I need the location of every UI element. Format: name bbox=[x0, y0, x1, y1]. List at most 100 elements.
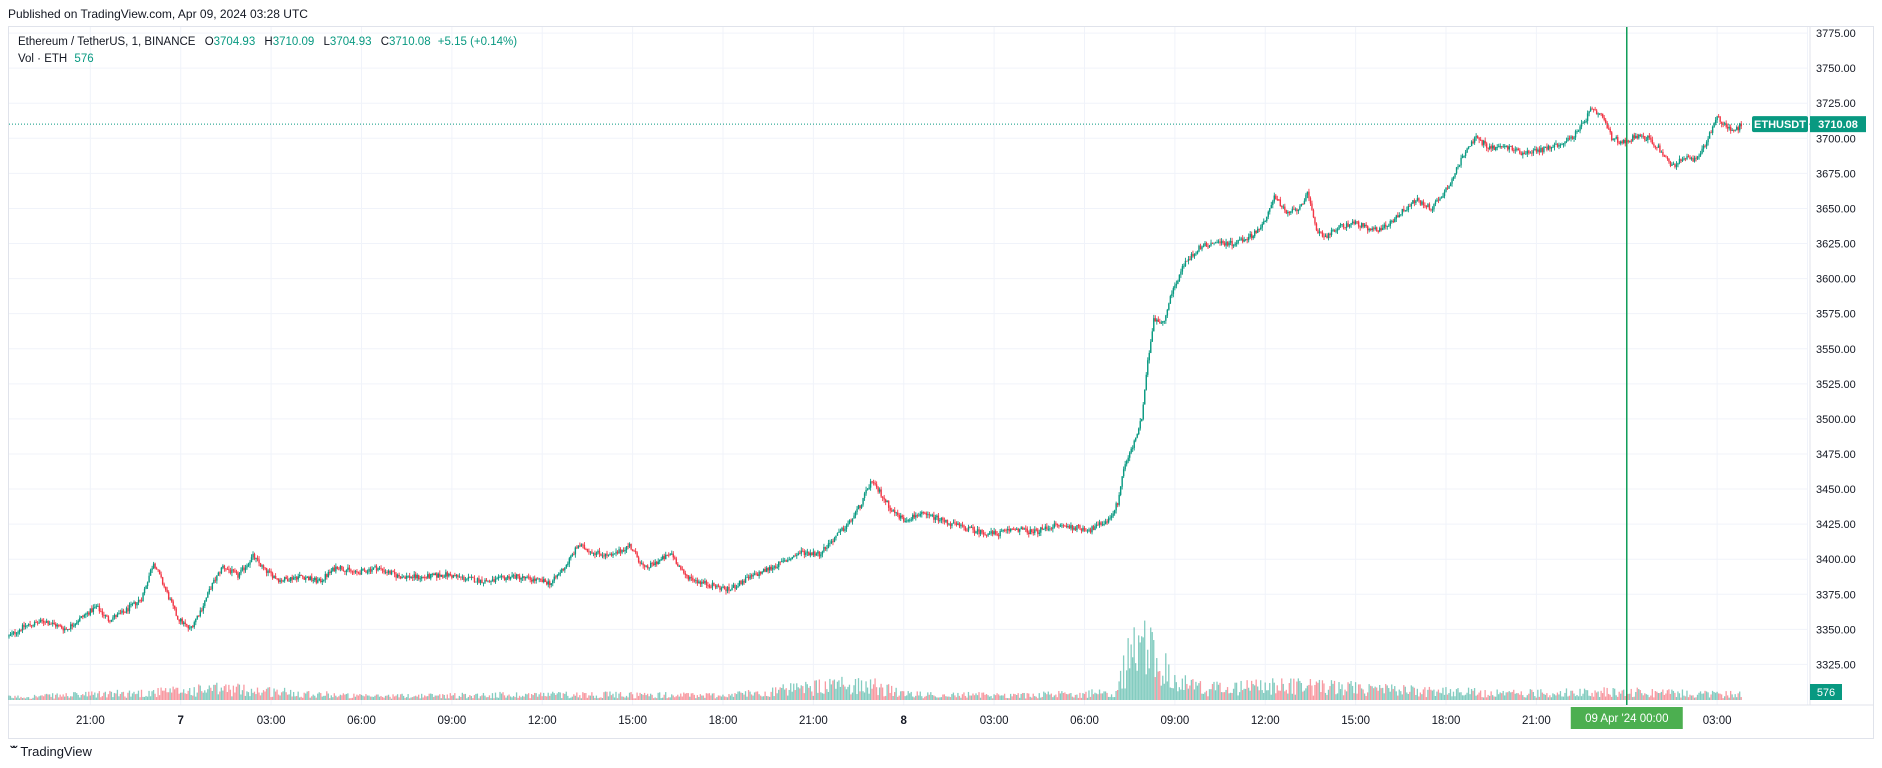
volume-bar bbox=[326, 691, 328, 700]
volume-bar bbox=[285, 692, 287, 700]
candle-body bbox=[225, 568, 227, 570]
candle-body bbox=[1576, 131, 1578, 132]
volume-bar bbox=[104, 691, 107, 700]
volume-bar bbox=[246, 691, 248, 700]
candle-body bbox=[863, 493, 866, 498]
volume-bar bbox=[279, 695, 281, 700]
candle-body bbox=[1701, 148, 1703, 154]
symbol-name[interactable]: Ethereum / TetherUS, 1, BINANCE bbox=[18, 36, 196, 48]
volume-bar bbox=[195, 696, 197, 700]
candle-body bbox=[1594, 109, 1596, 111]
volume-bar bbox=[793, 683, 795, 700]
candle-body bbox=[95, 606, 98, 608]
candle-body bbox=[1144, 389, 1146, 405]
candle-body bbox=[701, 581, 703, 585]
volume-bar bbox=[91, 691, 93, 700]
candle-body bbox=[136, 602, 138, 606]
candle-body bbox=[1377, 231, 1379, 232]
candle-body bbox=[431, 573, 433, 575]
candle-body bbox=[315, 577, 317, 583]
candle-body bbox=[195, 618, 197, 623]
candle-body bbox=[1041, 527, 1044, 530]
candle-body bbox=[503, 577, 506, 581]
volume-bar bbox=[1419, 692, 1422, 700]
candle-body bbox=[1028, 532, 1030, 535]
candle-body bbox=[1371, 228, 1373, 230]
volume-bar bbox=[1627, 693, 1629, 700]
volume-bar bbox=[1106, 692, 1108, 700]
volume-bar bbox=[196, 692, 198, 700]
candle-body bbox=[646, 565, 649, 568]
volume-bar bbox=[1466, 692, 1468, 700]
volume-bar bbox=[1380, 688, 1382, 700]
volume-bar bbox=[264, 691, 266, 700]
volume-bar bbox=[547, 692, 549, 700]
volume-bar bbox=[29, 698, 31, 700]
volume-bar bbox=[1467, 687, 1470, 700]
volume-bar bbox=[988, 696, 991, 700]
volume-bar bbox=[107, 694, 110, 700]
candle-body bbox=[1281, 205, 1283, 208]
candle-body bbox=[198, 615, 200, 617]
candle-body bbox=[589, 551, 592, 553]
candle-body bbox=[1210, 242, 1212, 246]
volume-bar bbox=[1107, 696, 1110, 700]
volume-bar bbox=[660, 698, 662, 700]
candle-body bbox=[89, 608, 92, 615]
volume-bar bbox=[294, 696, 296, 700]
volume-bar bbox=[627, 697, 629, 700]
candle-body bbox=[258, 559, 260, 564]
candle-body bbox=[759, 571, 762, 574]
volume-bar bbox=[705, 693, 708, 700]
candle-body bbox=[1505, 145, 1507, 147]
volume-bar bbox=[1225, 689, 1227, 700]
volume-bar bbox=[97, 693, 99, 700]
candle-body bbox=[1611, 132, 1613, 141]
candle-body bbox=[351, 571, 354, 573]
volume-bar bbox=[860, 680, 863, 700]
volume-bar bbox=[761, 696, 763, 700]
volume-bar bbox=[716, 697, 718, 700]
volume-bar bbox=[692, 693, 694, 700]
volume-label[interactable]: Vol · ETH bbox=[18, 53, 68, 65]
candle-body bbox=[901, 515, 903, 518]
candle-body bbox=[1460, 157, 1462, 166]
volume-bar bbox=[1528, 693, 1530, 700]
volume-bar bbox=[399, 694, 402, 700]
volume-tag-label: 576 bbox=[1817, 687, 1835, 699]
candle-body bbox=[473, 577, 476, 583]
candle-body bbox=[853, 515, 855, 519]
candle-body bbox=[749, 575, 751, 579]
volume-bar bbox=[1662, 689, 1664, 700]
volume-bar bbox=[113, 692, 116, 700]
x-tick-label: 09:00 bbox=[1160, 715, 1189, 727]
chart-frame[interactable] bbox=[8, 26, 1874, 739]
candle-body bbox=[1710, 132, 1712, 134]
volume-bar bbox=[419, 698, 421, 700]
volume-bar bbox=[683, 692, 685, 700]
candle-body bbox=[1083, 527, 1086, 531]
candle-body bbox=[109, 620, 111, 622]
candle-body bbox=[1097, 524, 1099, 526]
volume-bar bbox=[65, 693, 67, 700]
candle-body bbox=[70, 624, 72, 630]
candle-body bbox=[1549, 145, 1551, 149]
volume-bar bbox=[143, 696, 146, 700]
candle-body bbox=[1008, 529, 1010, 532]
candle-body bbox=[793, 555, 795, 557]
candle-body bbox=[1163, 320, 1166, 322]
volume-bar bbox=[1119, 670, 1122, 700]
volume-bar bbox=[555, 694, 557, 700]
volume-bar bbox=[612, 693, 614, 700]
candle-body bbox=[713, 582, 715, 586]
volume-bar bbox=[839, 686, 842, 700]
volume-bar bbox=[405, 697, 408, 700]
candle-body bbox=[27, 624, 30, 626]
volume-bar bbox=[348, 698, 351, 700]
volume-bar bbox=[561, 698, 563, 700]
change-value: +5.15 (+0.14%) bbox=[437, 36, 518, 48]
candle-body bbox=[374, 566, 376, 568]
tradingview-logo[interactable]: ˇˇ TradingView bbox=[10, 743, 92, 759]
volume-bar bbox=[112, 697, 114, 700]
